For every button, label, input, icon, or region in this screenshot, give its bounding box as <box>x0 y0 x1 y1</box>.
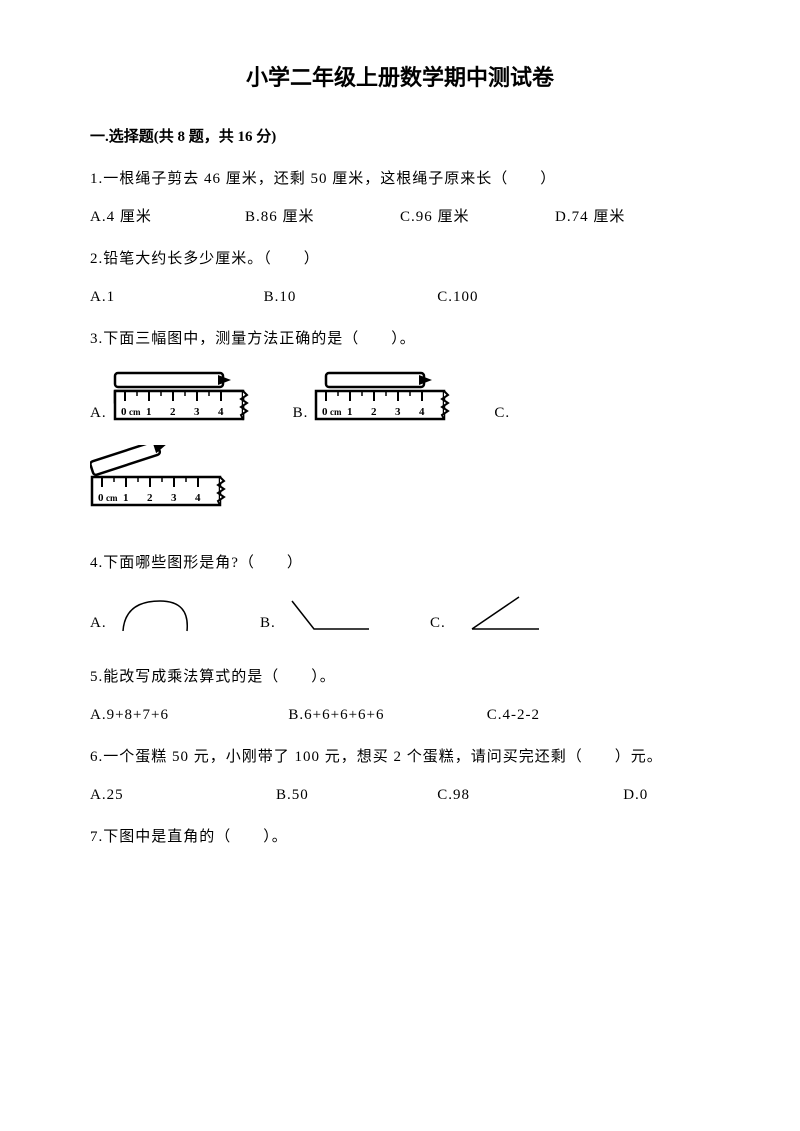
q3-image-options: A. 0 cm 1 2 3 4 <box>90 365 710 531</box>
q2-options: A.1 B.10 C.100 <box>90 285 710 309</box>
q7-text: 7.下图中是直角的（ ）。 <box>90 825 710 849</box>
q6-opt-b: B.50 <box>276 783 437 807</box>
question-6: 6.一个蛋糕 50 元，小刚带了 100 元，想买 2 个蛋糕，请问买完还剩（ … <box>90 745 710 807</box>
svg-text:4: 4 <box>419 406 425 418</box>
question-7: 7.下图中是直角的（ ）。 <box>90 825 710 849</box>
svg-text:cm: cm <box>330 407 342 417</box>
svg-text:2: 2 <box>371 406 377 418</box>
q5-opt-b: B.6+6+6+6+6 <box>288 703 486 727</box>
q5-opt-c: C.4-2-2 <box>487 703 685 727</box>
q4-shapes: A. B. C. <box>90 595 710 635</box>
q2-opt-c: C.100 <box>437 285 611 309</box>
q3-opt-c-group: C. <box>494 401 516 425</box>
q4-opt-c-label: C. <box>430 611 446 635</box>
q6-text: 6.一个蛋糕 50 元，小刚带了 100 元，想买 2 个蛋糕，请问买完还剩（ … <box>90 745 710 769</box>
q5-options: A.9+8+7+6 B.6+6+6+6+6 C.4-2-2 <box>90 703 710 727</box>
q2-text: 2.铅笔大约长多少厘米。（ ） <box>90 247 710 271</box>
q5-opt-a: A.9+8+7+6 <box>90 703 288 727</box>
question-3: 3.下面三幅图中，测量方法正确的是（ ）。 A. 0 cm <box>90 327 710 531</box>
svg-text:3: 3 <box>194 406 200 418</box>
svg-text:2: 2 <box>147 492 153 504</box>
ruler-icon-c: 0 cm 1 2 3 4 <box>90 445 230 511</box>
q4-opt-b-group: B. <box>260 595 430 635</box>
question-1: 1.一根绳子剪去 46 厘米，还剩 50 厘米，这根绳子原来长（ ） A.4 厘… <box>90 167 710 229</box>
svg-text:4: 4 <box>195 492 201 504</box>
q6-opt-c: C.98 <box>437 783 623 807</box>
q1-opt-d: D.74 厘米 <box>555 205 710 229</box>
svg-text:1: 1 <box>146 406 152 418</box>
q3-opt-a-label: A. <box>90 401 107 425</box>
svg-text:0: 0 <box>322 406 328 418</box>
q1-text: 1.一根绳子剪去 46 厘米，还剩 50 厘米，这根绳子原来长（ ） <box>90 167 710 191</box>
q6-opt-a: A.25 <box>90 783 276 807</box>
question-4: 4.下面哪些图形是角?（ ） A. B. C. <box>90 551 710 635</box>
q6-options: A.25 B.50 C.98 D.0 <box>90 783 710 807</box>
q6-opt-d: D.0 <box>623 783 710 807</box>
q2-opt-b: B.10 <box>264 285 438 309</box>
q3-opt-c-image: 0 cm 1 2 3 4 <box>90 445 670 511</box>
q3-opt-a-group: A. 0 cm 1 2 3 4 <box>90 365 253 425</box>
arc-shape-icon <box>115 595 195 635</box>
svg-text:1: 1 <box>347 406 353 418</box>
q1-opt-c: C.96 厘米 <box>400 205 555 229</box>
q1-options: A.4 厘米 B.86 厘米 C.96 厘米 D.74 厘米 <box>90 205 710 229</box>
acute-angle-icon <box>454 595 544 635</box>
svg-text:0: 0 <box>98 492 104 504</box>
svg-text:cm: cm <box>106 493 118 503</box>
q4-opt-a-group: A. <box>90 595 260 635</box>
svg-text:2: 2 <box>170 406 176 418</box>
svg-text:0: 0 <box>121 406 127 418</box>
q2-opt-a: A.1 <box>90 285 264 309</box>
question-5: 5.能改写成乘法算式的是（ ）。 A.9+8+7+6 B.6+6+6+6+6 C… <box>90 665 710 727</box>
q1-opt-a: A.4 厘米 <box>90 205 245 229</box>
svg-text:3: 3 <box>395 406 401 418</box>
page-title: 小学二年级上册数学期中测试卷 <box>90 60 710 95</box>
q4-opt-b-label: B. <box>260 611 276 635</box>
svg-text:1: 1 <box>123 492 129 504</box>
q3-text: 3.下面三幅图中，测量方法正确的是（ ）。 <box>90 327 710 351</box>
svg-text:4: 4 <box>218 406 224 418</box>
q3-opt-c-label: C. <box>494 401 510 425</box>
svg-text:3: 3 <box>171 492 177 504</box>
q4-text: 4.下面哪些图形是角?（ ） <box>90 551 710 575</box>
q4-opt-c-group: C. <box>430 595 600 635</box>
q3-opt-b-group: B. 0 cm 1 2 3 4 <box>293 365 455 425</box>
q1-opt-b: B.86 厘米 <box>245 205 400 229</box>
q4-opt-a-label: A. <box>90 611 107 635</box>
q3-opt-b-label: B. <box>293 401 309 425</box>
svg-text:cm: cm <box>129 407 141 417</box>
ruler-icon-a: 0 cm 1 2 3 4 <box>113 365 253 425</box>
question-2: 2.铅笔大约长多少厘米。（ ） A.1 B.10 C.100 <box>90 247 710 309</box>
q5-text: 5.能改写成乘法算式的是（ ）。 <box>90 665 710 689</box>
section-header: 一.选择题(共 8 题，共 16 分) <box>90 125 710 149</box>
ruler-icon-b: 0 cm 1 2 3 4 <box>314 365 454 425</box>
obtuse-angle-icon <box>284 595 374 635</box>
